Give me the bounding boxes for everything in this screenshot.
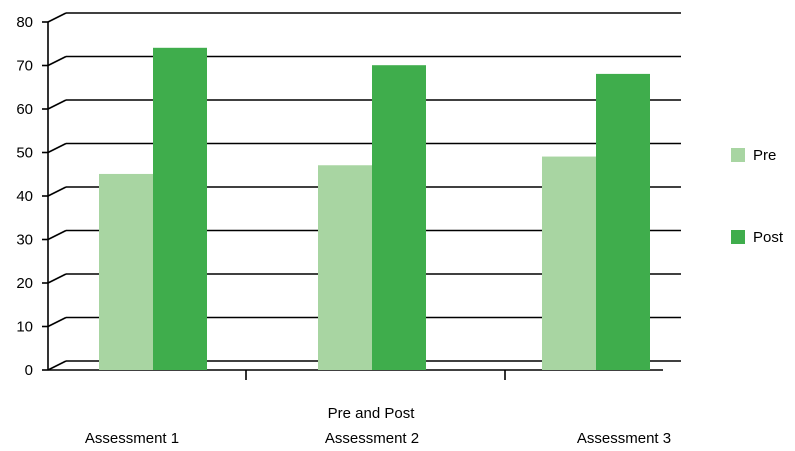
x-axis-title: Pre and Post <box>328 405 416 422</box>
y-tick-labels: 0 10 20 30 40 50 60 70 80 <box>16 14 33 379</box>
y-tick-label-60: 60 <box>16 101 33 118</box>
y-tick-label-30: 30 <box>16 232 33 249</box>
gridline-side-70 <box>47 55 67 67</box>
gridline-side-80 <box>47 12 67 23</box>
gridline-side-60 <box>47 99 67 110</box>
y-tick-label-10: 10 <box>16 319 33 336</box>
gridline-side-40 <box>47 186 67 197</box>
y-tick-label-50: 50 <box>16 145 33 162</box>
bar-pre-1 <box>99 173 153 370</box>
bar-post-3 <box>596 73 650 371</box>
x-category-label-3: Assessment 3 <box>577 430 671 447</box>
bar-pre-3 <box>542 156 596 370</box>
legend-swatch-post <box>731 230 745 244</box>
x-category-labels: Assessment 1 Assessment 2 Assessment 3 <box>85 430 671 447</box>
gridline-side-20 <box>47 273 67 284</box>
y-tick-label-80: 80 <box>16 14 33 31</box>
legend-swatch-pre <box>731 148 745 162</box>
bar-pre-2 <box>318 165 372 370</box>
gridline-side-10 <box>47 316 67 328</box>
legend-label-post: Post <box>753 229 784 246</box>
bar-post-2 <box>372 65 426 370</box>
x-category-label-2: Assessment 2 <box>325 430 419 447</box>
legend: Pre Post <box>731 147 784 246</box>
legend-label-pre: Pre <box>753 147 776 164</box>
y-tick-label-20: 20 <box>16 275 33 292</box>
bar-post-1 <box>153 47 207 371</box>
y-tick-label-0: 0 <box>25 362 33 379</box>
y-tick-label-70: 70 <box>16 58 33 75</box>
gridline-side-50 <box>47 142 67 154</box>
gridline-side-30 <box>47 229 67 241</box>
x-category-label-1: Assessment 1 <box>85 430 179 447</box>
gridline-side-0 <box>47 360 67 371</box>
y-tick-label-40: 40 <box>16 188 33 205</box>
bars <box>99 47 650 371</box>
